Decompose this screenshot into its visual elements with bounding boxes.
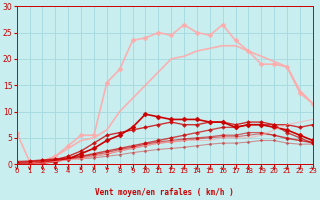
X-axis label: Vent moyen/en rafales ( km/h ): Vent moyen/en rafales ( km/h ) <box>95 188 234 197</box>
